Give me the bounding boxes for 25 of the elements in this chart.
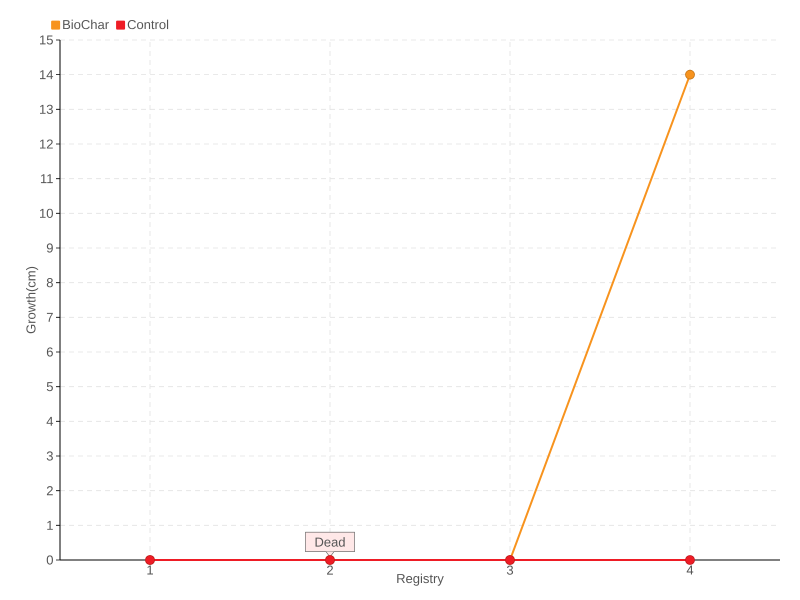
y-tick-label: 11 [40,174,53,184]
y-tick-label: 6 [46,347,53,357]
y-tick-label: 2 [46,486,53,496]
y-tick-label: 15 [40,35,53,45]
y-tick-label: 7 [46,312,53,322]
y-tick-label: 5 [46,382,53,392]
y-tick-label: 8 [46,278,53,288]
legend-label: BioChar [63,20,109,30]
legend-label: Control [128,20,168,30]
y-tick-label: 13 [40,104,53,114]
annotation: Dead [316,537,345,547]
y-axis-title: Growth(cm) [26,266,38,334]
y-tick-label: 3 [46,451,53,461]
y-tick-label: 9 [46,243,53,253]
y-tick-label: 4 [46,416,54,426]
x-tick-label: 3 [506,566,514,575]
x-tick-label: 2 [327,566,333,575]
x-tick-label: 1 [147,566,153,574]
y-tick-label: 1 [47,520,53,530]
x-axis-title: Registry [397,574,444,586]
y-tick-label: 0 [46,555,53,565]
y-tick-label: 12 [40,139,53,149]
y-tick-label: 14 [40,70,54,80]
y-tick-label: 10 [40,208,53,218]
x-tick-label: 4 [686,566,694,574]
